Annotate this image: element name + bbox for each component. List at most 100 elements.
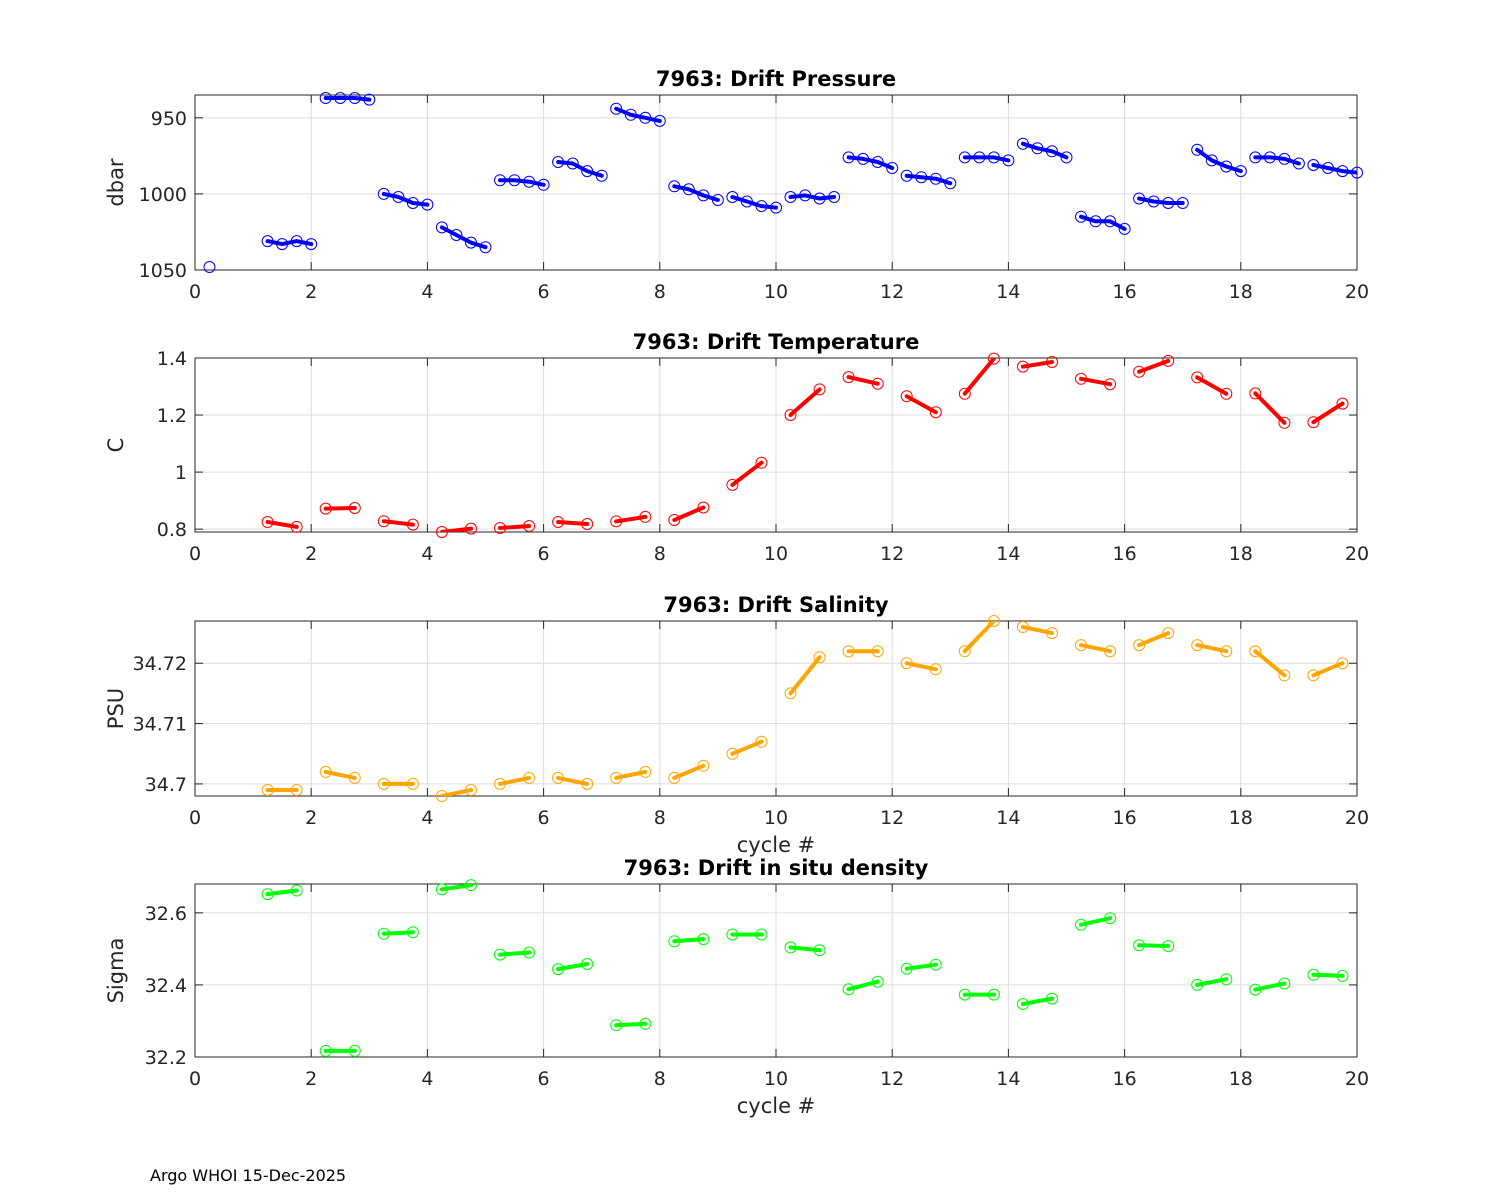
series-line-cycle-17 — [1195, 643, 1229, 654]
data-point — [813, 944, 826, 957]
y-tick-label: 34.71 — [133, 714, 187, 736]
data-point — [406, 926, 419, 939]
data-point — [552, 156, 565, 168]
data-point — [668, 771, 681, 784]
data-point — [929, 406, 942, 419]
data-point — [1075, 210, 1087, 223]
data-point — [1060, 151, 1073, 164]
series-line-cycle-16 — [1137, 196, 1185, 205]
series-line-cycle-10 — [788, 193, 837, 201]
data-point — [639, 1017, 652, 1030]
data-point — [435, 883, 448, 896]
data-point — [406, 777, 419, 790]
data-point — [1133, 192, 1146, 205]
x-tick-label: 0 — [189, 543, 201, 565]
data-point — [523, 771, 536, 784]
x-tick-label: 10 — [764, 281, 788, 303]
data-point — [1205, 154, 1218, 167]
data-point — [276, 238, 289, 251]
x-tick-label: 20 — [1345, 281, 1369, 303]
data-point — [581, 777, 594, 790]
series-line-cycle-11 — [846, 375, 880, 386]
x-tick-label: 14 — [996, 281, 1020, 303]
data-point — [639, 111, 652, 124]
series-line-cycle-8 — [672, 937, 706, 944]
series-line-cycle-19 — [1311, 972, 1345, 978]
data-point — [435, 221, 448, 234]
series-line-cycle-7 — [614, 514, 648, 524]
y-axis-label: PSU — [104, 688, 128, 729]
panel-2: 0 2 4 6 8 10 12 14 16 18 20 0.8 1 1.2 1.4 7963: Drift T… — [104, 330, 1369, 565]
series-line-cycle-18 — [1253, 981, 1287, 992]
x-tick-label: 0 — [189, 281, 201, 303]
data-point — [784, 409, 797, 421]
data-point — [1191, 371, 1204, 384]
data-point — [1322, 162, 1334, 174]
data-point — [1133, 639, 1146, 652]
series-line-cycle-13 — [962, 358, 996, 396]
data-point — [726, 747, 739, 760]
data-point — [1278, 977, 1291, 990]
data-point — [566, 157, 579, 170]
series-line-cycle-14 — [1020, 360, 1054, 369]
data-point — [1220, 973, 1233, 986]
x-tick-label: 0 — [189, 807, 201, 829]
data-point — [1075, 372, 1087, 385]
data-point — [1278, 152, 1291, 165]
series-line-cycle-18 — [1253, 391, 1287, 425]
x-tick-label: 12 — [880, 281, 904, 303]
series-line-cycle-19 — [1311, 163, 1357, 175]
x-tick-label: 2 — [305, 1068, 317, 1090]
series-line-cycle-2 — [323, 506, 357, 511]
series-group — [265, 96, 1357, 250]
data-point — [1249, 151, 1262, 164]
y-axis-label: C — [104, 438, 128, 453]
series-line-cycle-16 — [1137, 943, 1171, 948]
series-line-cycle-4 — [439, 225, 488, 250]
data-point — [305, 238, 318, 251]
series-line-cycle-1 — [265, 888, 299, 897]
series-line-cycle-17 — [1195, 147, 1243, 174]
data-point — [929, 958, 942, 971]
data-point — [929, 172, 942, 185]
data-point — [987, 988, 1000, 1001]
chart-title: 7963: Drift Temperature — [633, 330, 920, 354]
data-point — [668, 180, 681, 193]
data-point — [1307, 669, 1320, 682]
chart-title: 7963: Drift Salinity — [663, 593, 889, 617]
series-line-cycle-1 — [265, 239, 314, 247]
x-tick-label: 4 — [421, 807, 433, 829]
data-point — [494, 522, 506, 534]
series-line-cycle-9 — [730, 195, 778, 210]
series-line-cycle-2 — [323, 769, 357, 780]
data-point — [857, 152, 870, 165]
data-point — [813, 651, 826, 664]
x-tick-label: 16 — [1113, 807, 1137, 829]
data-point — [348, 771, 361, 784]
panel-1: 0 2 4 6 8 10 12 14 16 18 20 950 1000 1050 7963: Drift … — [104, 67, 1369, 303]
series-line-cycle-18 — [1253, 155, 1301, 166]
series-line-cycle-3 — [381, 191, 430, 207]
series-line-cycle-15 — [1079, 643, 1113, 654]
series-line-cycle-6 — [556, 520, 590, 526]
data-point — [406, 197, 419, 209]
data-point — [726, 478, 739, 491]
data-point — [697, 189, 710, 202]
data-point — [319, 92, 332, 104]
series-line-cycle-9 — [730, 460, 764, 487]
data-point — [639, 765, 652, 778]
series-line-cycle-4 — [439, 526, 473, 532]
data-point — [1046, 627, 1058, 640]
x-tick-label: 18 — [1229, 543, 1253, 565]
series-line-cycle-6 — [556, 962, 590, 972]
data-point — [1249, 983, 1262, 996]
data-point — [1292, 157, 1305, 170]
data-point — [348, 1044, 361, 1057]
data-point — [697, 759, 710, 772]
data-point — [958, 988, 971, 1001]
data-point — [755, 200, 768, 213]
data-point — [726, 928, 739, 941]
y-tick-label: 950 — [151, 108, 187, 130]
data-point — [290, 784, 303, 796]
data-point — [639, 510, 652, 523]
